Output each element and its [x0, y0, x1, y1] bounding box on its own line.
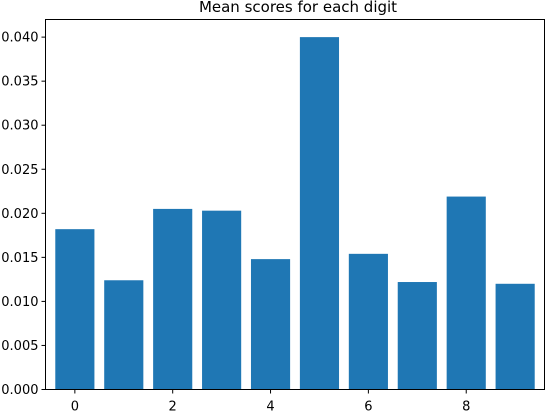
- bar-digit-1: [104, 280, 144, 390]
- y-tick-label: 0.015: [1, 251, 38, 266]
- x-tick-label: 6: [364, 400, 372, 413]
- y-axis-ticks: 0.000 0.005 0.010 0.015 0.020 0.025 0.030 0.035…: [1, 31, 46, 398]
- bar-digit-7: [397, 282, 437, 390]
- bar-digit-9: [495, 283, 535, 390]
- chart-title: Mean scores for each digit: [199, 0, 397, 16]
- bar-digit-3: [202, 210, 242, 390]
- x-tick-label: 8: [462, 400, 470, 413]
- y-tick-label: 0.025: [1, 163, 38, 178]
- bar-digit-0: [55, 229, 95, 390]
- y-tick-label: 0.040: [1, 31, 38, 46]
- bar-digit-4: [250, 259, 291, 390]
- bars-group: [55, 37, 535, 390]
- bar-digit-2: [153, 208, 193, 390]
- x-axis-ticks: 0 2 4 6 8: [71, 389, 470, 413]
- bar-digit-6: [348, 253, 388, 390]
- y-tick-label: 0.005: [1, 339, 38, 354]
- x-tick-label: 4: [266, 400, 274, 413]
- x-tick-label: 2: [169, 400, 177, 413]
- bar-digit-8: [446, 196, 486, 390]
- y-tick-label: 0.020: [1, 207, 38, 222]
- y-tick-label: 0.000: [1, 383, 38, 398]
- x-tick-label: 0: [71, 400, 79, 413]
- y-tick-label: 0.035: [1, 75, 38, 90]
- y-tick-label: 0.030: [1, 119, 38, 134]
- bar-digit-5: [299, 37, 340, 390]
- y-tick-label: 0.010: [1, 295, 38, 310]
